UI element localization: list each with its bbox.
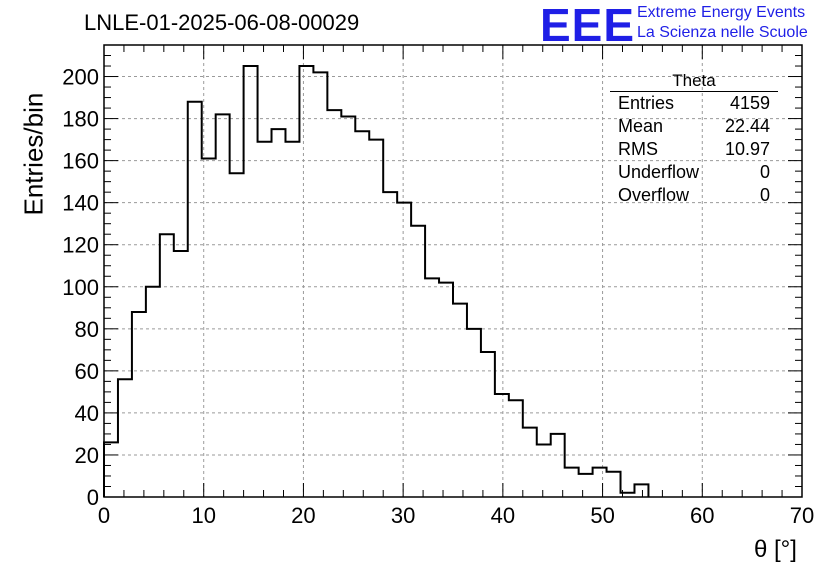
histogram-bin <box>258 142 272 497</box>
histogram-bin <box>104 442 118 497</box>
stats-label: RMS <box>618 139 658 159</box>
stats-label: Mean <box>618 116 664 136</box>
histogram-bin <box>439 283 453 497</box>
y-tick-label: 60 <box>75 359 99 384</box>
histogram-bin <box>160 234 174 497</box>
histogram-bin <box>132 312 146 497</box>
x-tick-label: 60 <box>690 503 714 528</box>
stats-value: 10.97 <box>724 139 770 159</box>
stats-row-mean: Mean 22.44 <box>610 115 778 138</box>
histogram-bin <box>467 329 481 497</box>
x-tick-label: 20 <box>291 503 315 528</box>
histogram-bin <box>230 173 244 497</box>
stats-title: Theta <box>610 72 778 92</box>
stats-label: Overflow <box>618 185 690 205</box>
histogram-bin <box>621 493 635 497</box>
histogram-bin <box>495 394 509 497</box>
histogram-bin <box>425 278 439 497</box>
page-title: LNLE-01-2025-06-08-00029 <box>84 10 360 35</box>
x-tick-label: 10 <box>191 503 215 528</box>
histogram-bin <box>174 251 188 497</box>
eee-logo: EEE <box>540 0 636 51</box>
histogram-bin <box>523 428 537 497</box>
histogram-bin <box>369 140 383 497</box>
histogram-bin <box>355 131 369 497</box>
stats-value: 22.44 <box>724 116 770 136</box>
y-tick-label: 180 <box>62 107 99 132</box>
stats-value: 0 <box>759 162 770 182</box>
histogram-bin <box>299 66 313 497</box>
histogram-bin <box>285 142 299 497</box>
histogram-bin <box>453 304 467 497</box>
histogram-bin <box>509 400 523 497</box>
logo-text-line1: Extreme Energy Events <box>637 4 806 21</box>
histogram-bin <box>579 474 593 497</box>
logo-text-line2: La Scienza nelle Scuole <box>637 24 808 41</box>
histogram-bin <box>327 110 341 497</box>
y-tick-label: 140 <box>62 191 99 216</box>
histogram-bin <box>551 434 565 497</box>
stats-label: Underflow <box>618 162 700 182</box>
y-tick-label: 120 <box>62 233 99 258</box>
histogram-bin <box>341 116 355 497</box>
y-tick-label: 80 <box>75 317 99 342</box>
y-tick-label: 0 <box>87 485 99 510</box>
x-tick-label: 50 <box>590 503 614 528</box>
x-tick-label: 0 <box>98 503 110 528</box>
stats-row-underflow: Underflow 0 <box>610 161 778 184</box>
stats-row-rms: RMS 10.97 <box>610 138 778 161</box>
histogram-bin <box>146 287 160 497</box>
histogram-bin <box>593 468 607 497</box>
y-tick-label: 100 <box>62 275 99 300</box>
stats-value: 4159 <box>729 93 770 113</box>
x-tick-label: 40 <box>491 503 515 528</box>
stats-value: 0 <box>759 185 770 205</box>
plot-frame <box>103 44 803 498</box>
x-tick-label: 70 <box>790 503 814 528</box>
histogram-bin <box>397 203 411 497</box>
histogram-bin <box>188 102 202 497</box>
histogram-bin <box>313 72 327 497</box>
stats-row-entries: Entries 4159 <box>610 92 778 115</box>
histogram-bin <box>481 352 495 497</box>
histogram-bin <box>244 66 258 497</box>
histogram-bin <box>565 468 579 497</box>
x-axis-label: θ [°] <box>754 536 797 563</box>
histogram-outline <box>103 65 650 497</box>
histogram-bin <box>202 159 216 497</box>
histogram-bin <box>216 114 230 497</box>
histogram-bin <box>272 129 286 497</box>
x-tick-label: 30 <box>391 503 415 528</box>
histogram-bin <box>607 472 621 497</box>
histogram-bin <box>634 484 648 497</box>
y-tick-label: 20 <box>75 443 99 468</box>
histogram-bin <box>411 226 425 497</box>
y-tick-label: 160 <box>62 149 99 174</box>
stats-box: Theta Entries 4159 Mean 22.44 RMS 10.97 … <box>610 72 778 207</box>
y-tick-label: 200 <box>62 65 99 90</box>
histogram-bin <box>383 192 397 497</box>
histogram-bin <box>118 379 132 497</box>
stats-row-overflow: Overflow 0 <box>610 184 778 207</box>
histogram-bin <box>537 444 551 497</box>
stats-label: Entries <box>618 93 675 113</box>
y-tick-label: 40 <box>75 401 99 426</box>
y-axis-label: Entries/bin <box>18 92 49 216</box>
